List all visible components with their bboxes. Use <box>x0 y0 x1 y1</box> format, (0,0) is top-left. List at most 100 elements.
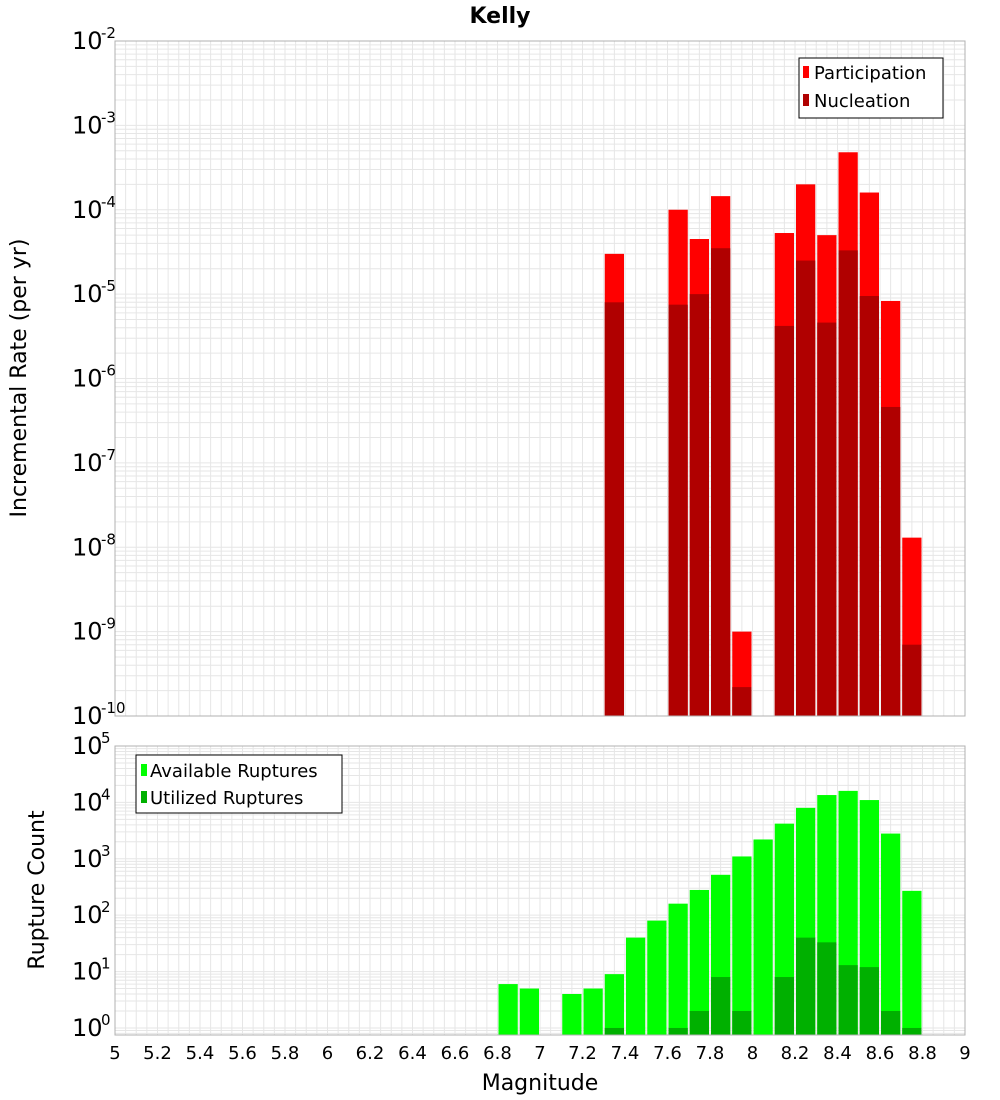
y-tick-exponent: -10 <box>101 699 126 717</box>
y-tick-base: 10 <box>72 901 103 929</box>
y-tick-base: 10 <box>72 111 103 139</box>
bar-nucleation <box>668 304 688 716</box>
y-axis-label-bottom: Rupture Count <box>25 810 50 970</box>
legend-label-utilized: Utilized Ruptures <box>150 788 303 809</box>
y-tick-label: 101 <box>72 955 111 986</box>
y-tick-base: 10 <box>72 365 103 393</box>
legend-box-top <box>798 57 944 119</box>
y-tick-label: 103 <box>72 842 111 873</box>
bar-available-ruptures <box>626 937 646 1035</box>
legend-bottom: Available Ruptures Utilized Ruptures <box>135 754 343 814</box>
bar-available-ruptures <box>753 839 773 1035</box>
legend-swatch-participation <box>803 66 809 78</box>
bar-available-ruptures <box>647 920 667 1035</box>
bar-utilized-ruptures <box>796 937 816 1035</box>
y-tick-exponent: 4 <box>101 785 111 803</box>
x-tick-label: 5.6 <box>228 1043 257 1064</box>
bar-nucleation <box>689 294 709 716</box>
bar-utilized-ruptures <box>859 967 879 1035</box>
y-tick-label: 10-8 <box>72 530 116 561</box>
bar-nucleation <box>902 644 922 716</box>
y-tick-base: 10 <box>72 449 103 477</box>
x-tick-label: 8.4 <box>823 1043 852 1064</box>
y-tick-label: 10-4 <box>72 193 116 224</box>
x-tick-label: 5 <box>109 1043 120 1064</box>
y-tick-label: 10-10 <box>72 699 126 730</box>
y-tick-label: 10-3 <box>72 108 116 139</box>
y-tick-base: 10 <box>72 1014 103 1042</box>
legend-top: Participation Nucleation <box>798 57 944 119</box>
bar-nucleation <box>604 302 624 716</box>
y-tick-label: 10-6 <box>72 362 116 393</box>
y-tick-exponent: 2 <box>101 898 111 916</box>
y-tick-exponent: -2 <box>101 24 116 42</box>
y-tick-base: 10 <box>72 845 103 873</box>
chart-title: Kelly <box>469 4 530 29</box>
x-tick-label: 9 <box>959 1043 970 1064</box>
bar-utilized-ruptures <box>668 1027 688 1035</box>
bar-available-ruptures <box>689 889 709 1035</box>
bar-available-ruptures <box>498 984 518 1035</box>
bars-bottom <box>498 790 922 1035</box>
bar-utilized-ruptures <box>732 1010 752 1035</box>
y-tick-exponent: -5 <box>101 277 116 295</box>
legend-swatch-available <box>141 764 147 776</box>
x-tick-label: 6.8 <box>483 1043 512 1064</box>
x-axis-label: Magnitude <box>482 1071 599 1096</box>
y-tick-exponent: -3 <box>101 108 116 126</box>
bar-nucleation <box>711 248 731 717</box>
x-tick-label: 7 <box>534 1043 545 1064</box>
x-tick-label: 8 <box>747 1043 758 1064</box>
y-tick-label: 105 <box>72 729 111 760</box>
bar-available-ruptures <box>562 994 582 1035</box>
plot-frame-top <box>114 40 966 717</box>
y-tick-label: 10-9 <box>72 615 116 646</box>
bar-utilized-ruptures <box>604 1027 624 1035</box>
y-tick-base: 10 <box>72 196 103 224</box>
y-tick-exponent: -9 <box>101 615 116 633</box>
bar-nucleation <box>732 687 752 716</box>
y-tick-base: 10 <box>72 280 103 308</box>
x-tick-label: 5.2 <box>143 1043 172 1064</box>
bars-top <box>604 152 922 717</box>
legend-swatch-nucleation <box>803 94 809 106</box>
bar-utilized-ruptures <box>689 1010 709 1035</box>
x-tick-label: 6.4 <box>398 1043 427 1064</box>
x-tick-label: 6 <box>322 1043 333 1064</box>
legend-label-nucleation: Nucleation <box>814 91 910 112</box>
x-tick-label: 8.2 <box>781 1043 810 1064</box>
bar-nucleation <box>859 296 879 716</box>
y-axis-label-top: Incremental Rate (per yr) <box>7 239 32 518</box>
legend-label-available: Available Ruptures <box>150 761 318 782</box>
y-tick-label: 10-7 <box>72 446 116 477</box>
plot-frame-bottom <box>114 745 966 1036</box>
y-tick-exponent: -8 <box>101 530 116 548</box>
y-tick-base: 10 <box>72 788 103 816</box>
x-tick-label: 6.6 <box>441 1043 470 1064</box>
x-tick-label: 5.4 <box>186 1043 215 1064</box>
grid-top <box>114 40 966 717</box>
x-tick-label: 5.8 <box>271 1043 300 1064</box>
bar-utilized-ruptures <box>881 1010 901 1035</box>
y-tick-base: 10 <box>72 702 103 730</box>
legend-label-participation: Participation <box>814 63 926 84</box>
x-tick-label: 7.8 <box>696 1043 725 1064</box>
y-tick-label: 10-5 <box>72 277 116 308</box>
bar-available-ruptures <box>583 988 603 1035</box>
y-tick-base: 10 <box>72 958 103 986</box>
y-tick-base: 10 <box>72 533 103 561</box>
bar-nucleation <box>881 406 901 716</box>
y-tick-label: 104 <box>72 785 111 816</box>
bar-utilized-ruptures <box>774 977 794 1035</box>
y-tick-exponent: -6 <box>101 362 116 380</box>
bar-nucleation <box>817 322 837 716</box>
y-tick-label: 10-2 <box>72 24 116 55</box>
bar-available-ruptures <box>902 890 922 1035</box>
x-tick-label: 6.2 <box>356 1043 385 1064</box>
x-tick-labels: 5 5.2 5.4 5.6 5.8 6 6.2 6.4 6.6 6.8 7 7.2 7.4 7.6 7.8 8… <box>109 1043 970 1064</box>
y-tick-exponent: 1 <box>101 955 111 973</box>
bar-utilized-ruptures <box>711 977 731 1035</box>
